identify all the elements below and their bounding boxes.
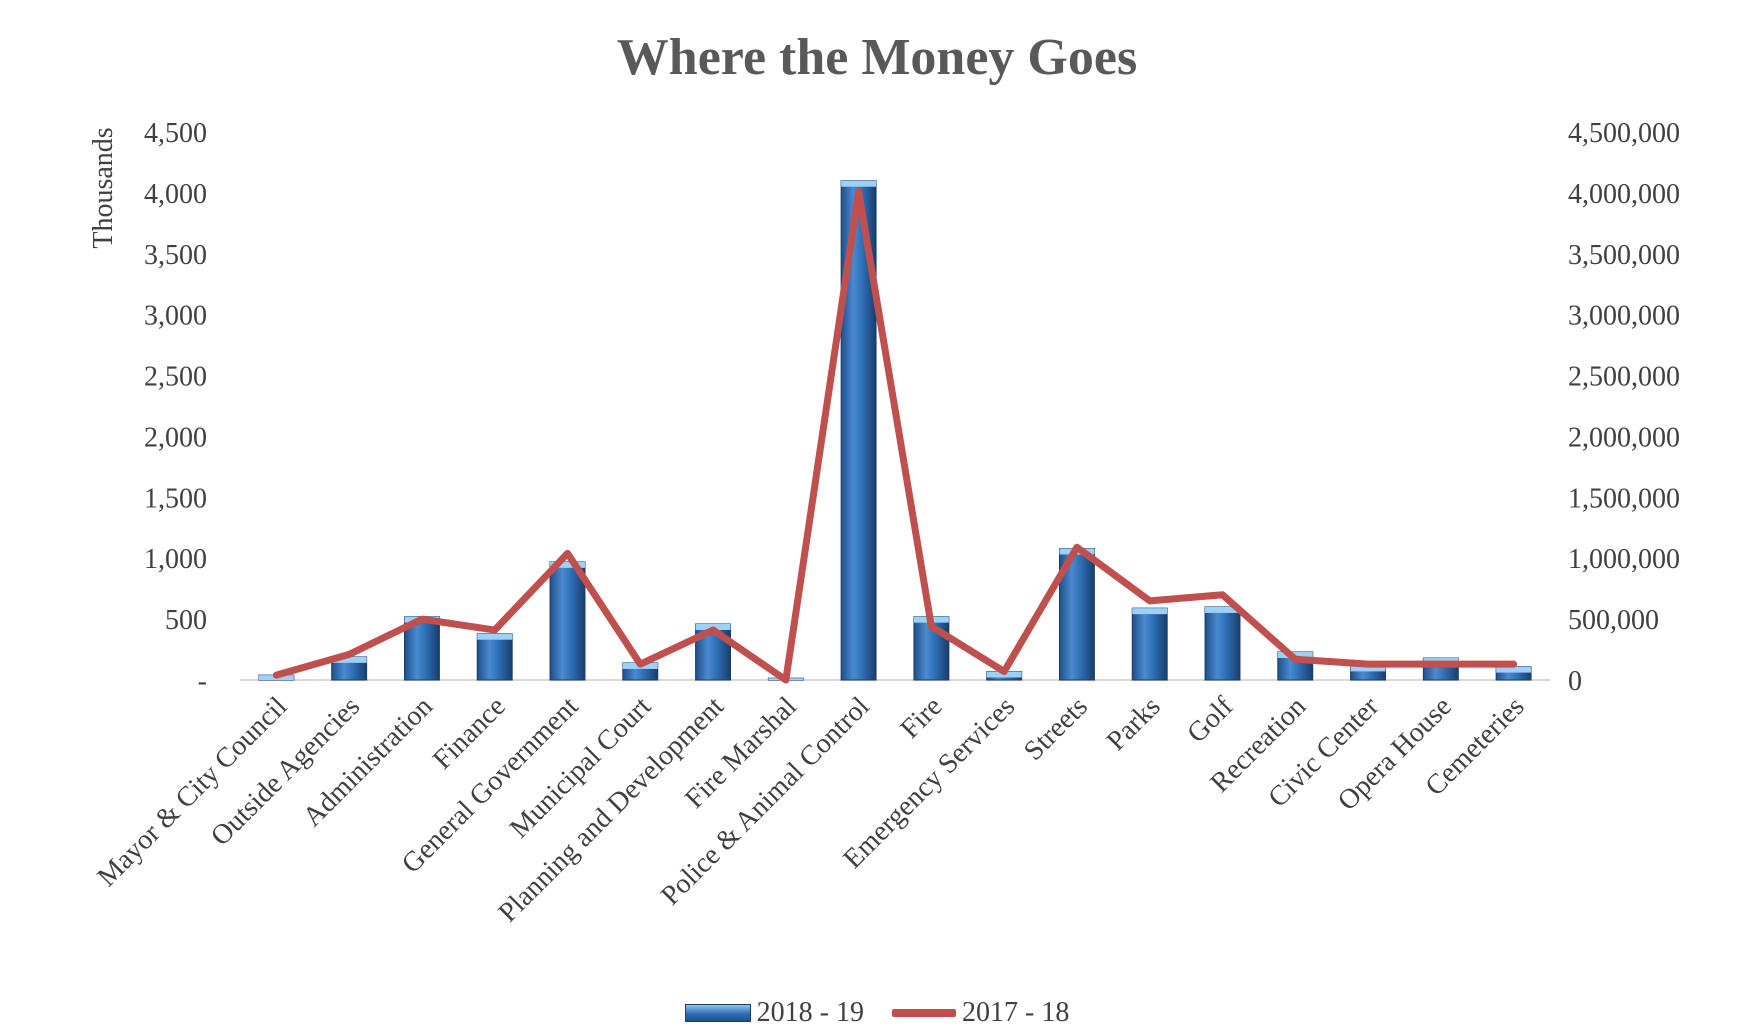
- bar-cap: [1205, 606, 1240, 613]
- left-tick-label: 4,000: [144, 179, 207, 210]
- category-label: Golf: [1181, 691, 1240, 750]
- left-tick-label: -: [198, 666, 207, 697]
- bar-cap: [1350, 665, 1386, 672]
- bar-cap: [841, 180, 877, 187]
- bar: [549, 561, 586, 681]
- right-tick-label: 2,000,000: [1568, 422, 1680, 453]
- left-tick-label: 3,500: [144, 240, 207, 271]
- left-tick-label: 2,500: [144, 362, 207, 393]
- right-tick-label: 500,000: [1568, 605, 1659, 636]
- left-tick-label: 1,500: [144, 483, 207, 514]
- left-tick-label: 2,000: [144, 422, 207, 453]
- legend-item-2017-18: 2017 - 18: [892, 997, 1069, 1029]
- legend: 2018 - 19 2017 - 18: [0, 995, 1754, 1031]
- left-tick-label: 500: [165, 605, 207, 636]
- category-label: Parks: [1101, 691, 1167, 757]
- legend-label-2018-19: 2018 - 19: [756, 997, 864, 1028]
- category-label: Streets: [1018, 691, 1094, 767]
- right-tick-label: 0: [1568, 666, 1582, 697]
- right-tick-label: 4,000,000: [1568, 179, 1680, 210]
- category-label: Fire: [895, 691, 949, 745]
- category-label: Administration: [297, 691, 439, 833]
- bar-cap: [1132, 608, 1168, 615]
- right-tick-label: 3,000,000: [1568, 301, 1680, 332]
- line-path: [272, 188, 1518, 684]
- left-tick-label: 3,000: [144, 301, 207, 332]
- bar-cap: [331, 656, 367, 663]
- y-axis-label: Thousands: [88, 127, 119, 248]
- line-series-2017-18: [272, 188, 1518, 684]
- chart-title: Where the Money Goes: [616, 29, 1138, 86]
- bar-series-2018-19: [258, 180, 1532, 681]
- left-axis: - 500 1,000 1,500 2,000 2,500 3,000 3,500 4,000 4…: [144, 118, 1550, 697]
- bar: [476, 633, 513, 681]
- bar-cap: [477, 633, 513, 640]
- legend-item-2018-19: 2018 - 19: [684, 997, 864, 1029]
- left-tick-label: 4,500: [144, 118, 207, 149]
- bar: [1131, 607, 1168, 681]
- legend-bar-swatch: [684, 1004, 751, 1022]
- legend-line-swatch: [892, 1009, 956, 1017]
- right-axis: 0 500,000 1,000,000 1,500,000 2,000,000 2,500…: [1568, 118, 1680, 697]
- bar-cap: [550, 561, 585, 568]
- left-tick-label: 1,000: [144, 544, 207, 575]
- right-tick-label: 1,500,000: [1568, 483, 1680, 514]
- right-tick-label: 1,000,000: [1568, 544, 1680, 575]
- legend-label-2017-18: 2017 - 18: [962, 997, 1070, 1028]
- right-tick-label: 2,500,000: [1568, 362, 1680, 393]
- right-tick-label: 3,500,000: [1568, 240, 1680, 271]
- bar-cap: [1496, 666, 1532, 673]
- bar: [1204, 606, 1241, 681]
- right-tick-label: 4,500,000: [1568, 118, 1680, 149]
